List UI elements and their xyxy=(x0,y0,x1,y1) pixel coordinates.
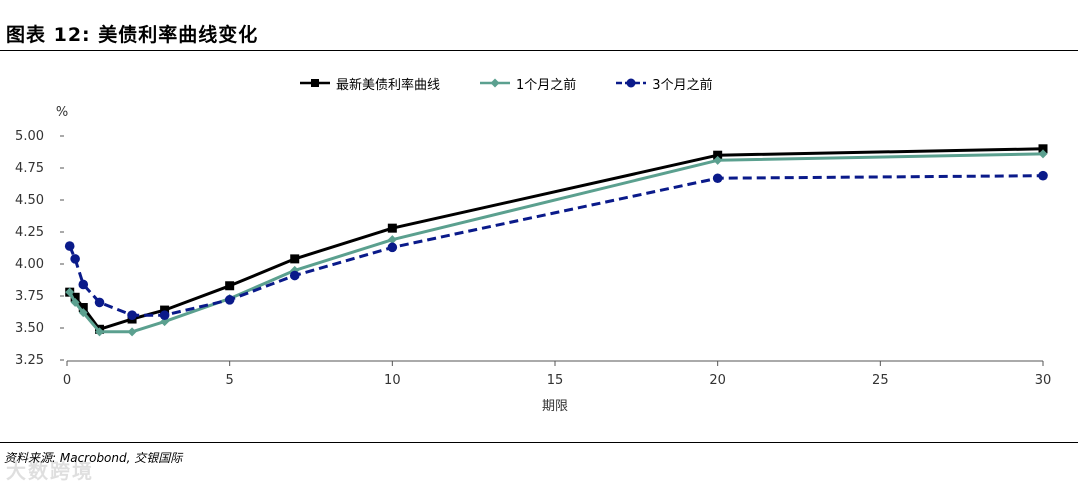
series-1-point xyxy=(78,308,88,318)
x-tick-label: 15 xyxy=(547,373,564,388)
series-line-1 xyxy=(68,152,1044,334)
y-tick-label: 4.25 xyxy=(15,225,44,240)
series-0-point xyxy=(713,150,723,160)
yield-curve-chart: % 3.25 3.50 3.75 4.00 4.25 4.50 4.75 5.00 0 5 10 15 2… xyxy=(15,105,1052,414)
y-tick-label: 4.75 xyxy=(15,161,44,176)
series-2-point xyxy=(64,241,75,251)
series-2-point xyxy=(289,270,300,281)
series-2-point xyxy=(224,295,235,305)
legend-swatch-current xyxy=(300,79,330,87)
series-1-point xyxy=(127,327,137,337)
series-0-point xyxy=(160,305,170,315)
series-0-point xyxy=(1038,144,1048,154)
y-axis-label: % xyxy=(56,105,68,120)
x-tick-label: 0 xyxy=(63,373,71,388)
series-1-point xyxy=(713,155,723,165)
series-0-point xyxy=(225,281,235,291)
series-2-point xyxy=(712,173,723,184)
chart-legend: 最新美债利率曲线 1个月之前 3个月之前 xyxy=(300,72,753,94)
series-2-point xyxy=(387,242,398,253)
y-tick-label: 3.25 xyxy=(15,353,44,368)
series-0-point xyxy=(78,303,88,313)
x-tick-label: 25 xyxy=(872,373,889,388)
series-1-point xyxy=(70,297,80,307)
legend-swatch-three-months xyxy=(616,78,647,88)
y-tick-label: 4.00 xyxy=(15,257,44,272)
series-2-point xyxy=(127,310,137,320)
x-tick-label: 10 xyxy=(384,373,401,388)
y-tick-label: 4.50 xyxy=(15,193,44,208)
legend-label-one-month: 1个月之前 xyxy=(516,77,577,93)
legend-label-current: 最新美债利率曲线 xyxy=(336,77,441,93)
x-axis-label: 期限 xyxy=(542,399,568,414)
x-tick-label: 20 xyxy=(709,373,726,388)
series-0-point xyxy=(387,223,397,233)
series-1-point xyxy=(95,327,105,337)
legend-swatch-one-month xyxy=(480,78,511,88)
watermark: 大数跨境 xyxy=(6,459,94,483)
series-0-point xyxy=(70,292,80,302)
series-1-point xyxy=(1038,149,1048,159)
series-1-point xyxy=(387,235,397,245)
legend-item-three-months: 3个月之前 xyxy=(616,74,713,93)
series-line-2 xyxy=(68,174,1044,317)
series-1-point xyxy=(65,287,75,297)
x-tick-label: 5 xyxy=(226,373,234,388)
y-tick-label: 5.00 xyxy=(15,129,44,144)
series-2-point xyxy=(94,297,105,308)
legend-item-one-month: 1个月之前 xyxy=(480,74,576,93)
series-2-point xyxy=(159,310,170,320)
series-0-point xyxy=(290,254,300,264)
y-tick-label: 3.75 xyxy=(15,289,44,304)
figure-title: 图表 12: 美债利率曲线变化 xyxy=(6,24,259,46)
legend-item-current: 最新美债利率曲线 xyxy=(300,74,440,93)
series-2-point xyxy=(78,279,89,290)
y-tick-label: 3.50 xyxy=(15,321,44,336)
x-tick-label: 30 xyxy=(1035,373,1052,388)
bottom-rule xyxy=(0,442,1078,443)
source-note: 资料来源: Macrobond, 交银国际 xyxy=(4,451,183,465)
legend-label-three-months: 3个月之前 xyxy=(652,77,713,93)
series-2-point xyxy=(70,254,80,264)
series-2-point xyxy=(1038,170,1048,181)
top-rule xyxy=(0,50,1078,51)
